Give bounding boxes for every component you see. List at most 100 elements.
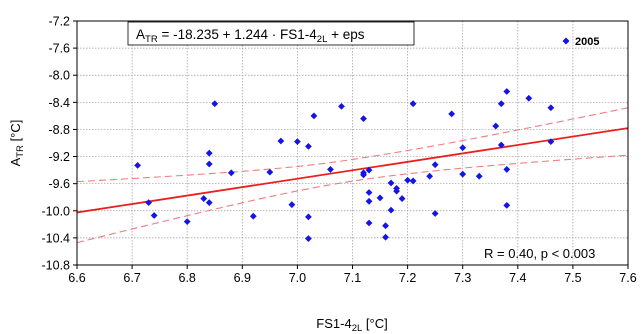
equation-rhs: = -18.235 + 1.244 · FS1-4	[158, 27, 318, 42]
x-tick-label: 6.9	[234, 271, 251, 285]
equation-tail: + eps	[327, 27, 364, 42]
data-point	[327, 166, 334, 173]
data-point	[200, 195, 208, 202]
data-point	[475, 172, 483, 180]
y-tick-label: -8.0	[48, 69, 70, 83]
data-point	[387, 206, 395, 214]
x-tick-label: 7.0	[289, 271, 306, 285]
y-tick-label: -10.0	[42, 204, 71, 218]
x-tick-label: 7.6	[619, 271, 636, 285]
legend-marker	[562, 37, 570, 45]
data-point	[409, 100, 417, 108]
data-point	[497, 100, 505, 108]
y-axis-ticks: -7.2 -7.6 -8.0 -8.4 -8.8 -9.2 -9.6 -10.0 -10.4 -1…	[42, 15, 77, 273]
equation-lhs: A	[136, 27, 145, 42]
data-point	[294, 138, 301, 146]
confidence-lower	[77, 154, 628, 244]
equation-lhs-subscript: TR	[145, 34, 158, 45]
x-tick-label: 6.7	[123, 271, 140, 285]
data-point	[134, 161, 142, 169]
legend-label: 2005	[575, 36, 599, 48]
data-point	[376, 194, 384, 202]
data-point	[503, 88, 511, 95]
y-axis-title-main: A	[8, 157, 23, 166]
data-point	[398, 195, 406, 202]
data-point	[365, 219, 373, 227]
data-point	[288, 201, 296, 209]
data-point	[145, 199, 153, 207]
x-tick-label: 7.1	[344, 271, 361, 285]
confidence-band	[77, 107, 628, 244]
y-tick-label: -7.2	[48, 15, 70, 29]
data-point	[393, 185, 400, 192]
data-point	[404, 176, 411, 184]
x-tick-label: 7.3	[454, 271, 471, 285]
data-points	[134, 88, 555, 242]
data-point	[503, 166, 511, 173]
x-axis-title-subscript: 2L	[352, 323, 363, 334]
stats-annotation: R = 0.40, p < 0.003	[484, 246, 595, 261]
data-point	[547, 104, 555, 112]
confidence-upper	[77, 107, 628, 183]
data-point	[382, 233, 389, 241]
data-point	[360, 169, 367, 177]
data-point	[266, 168, 274, 176]
data-point	[183, 218, 191, 226]
data-point	[249, 212, 257, 220]
data-point	[459, 170, 467, 178]
data-point	[382, 222, 389, 230]
data-point	[227, 169, 235, 177]
data-point	[205, 160, 213, 168]
data-point	[205, 149, 213, 157]
x-tick-label: 7.2	[399, 271, 416, 285]
data-point	[409, 177, 417, 185]
equation-rhs-subscript: 2L	[317, 34, 328, 45]
y-tick-label: -9.6	[48, 177, 70, 191]
data-point	[459, 144, 467, 152]
data-point	[365, 189, 373, 196]
data-point	[492, 122, 500, 130]
y-axis-title-subscript: TR	[15, 145, 26, 158]
y-tick-label: -9.2	[48, 150, 70, 164]
x-tick-label: 6.6	[68, 271, 85, 285]
x-tick-label: 6.8	[179, 271, 196, 285]
data-point	[305, 235, 312, 242]
data-point	[547, 138, 555, 146]
grid-lines	[77, 21, 628, 265]
data-point	[360, 115, 367, 122]
data-point	[338, 103, 345, 110]
data-point	[387, 179, 395, 187]
data-point	[497, 141, 505, 149]
y-tick-label: -8.8	[48, 123, 70, 137]
regression-line-group	[77, 127, 628, 214]
equation-text: ATR = -18.235 + 1.244 · FS1-42L + eps	[136, 27, 365, 45]
data-point	[310, 112, 318, 120]
data-point	[305, 142, 312, 150]
y-axis-title: ATR [°C]	[8, 120, 26, 167]
y-tick-label: -7.6	[48, 42, 70, 56]
x-axis-title: FS1-42L [°C]	[316, 316, 387, 334]
data-point	[426, 172, 434, 180]
data-point	[150, 212, 158, 219]
data-point	[365, 197, 373, 205]
y-tick-label: -10.4	[42, 231, 71, 245]
x-axis-ticks: 6.6 6.7 6.8 6.9 7.0 7.1 7.2 7.3 7.4 7.5 7.6	[68, 265, 637, 285]
data-point	[211, 100, 219, 108]
data-point	[503, 201, 511, 209]
x-tick-label: 7.4	[509, 271, 526, 285]
x-axis-title-main: FS1-4	[316, 316, 351, 331]
data-point	[305, 213, 312, 221]
y-axis-title-unit: [°C]	[8, 120, 23, 145]
x-axis-title-unit: [°C]	[362, 316, 387, 331]
data-point	[431, 161, 439, 169]
y-tick-label: -8.4	[48, 96, 70, 110]
data-point	[205, 199, 213, 207]
data-point	[365, 166, 373, 174]
y-tick-label: -10.8	[42, 259, 71, 273]
equation-box	[127, 21, 415, 46]
data-point	[277, 137, 285, 145]
x-tick-label: 7.5	[564, 271, 581, 285]
data-point	[431, 210, 439, 217]
regression-line	[77, 127, 628, 214]
